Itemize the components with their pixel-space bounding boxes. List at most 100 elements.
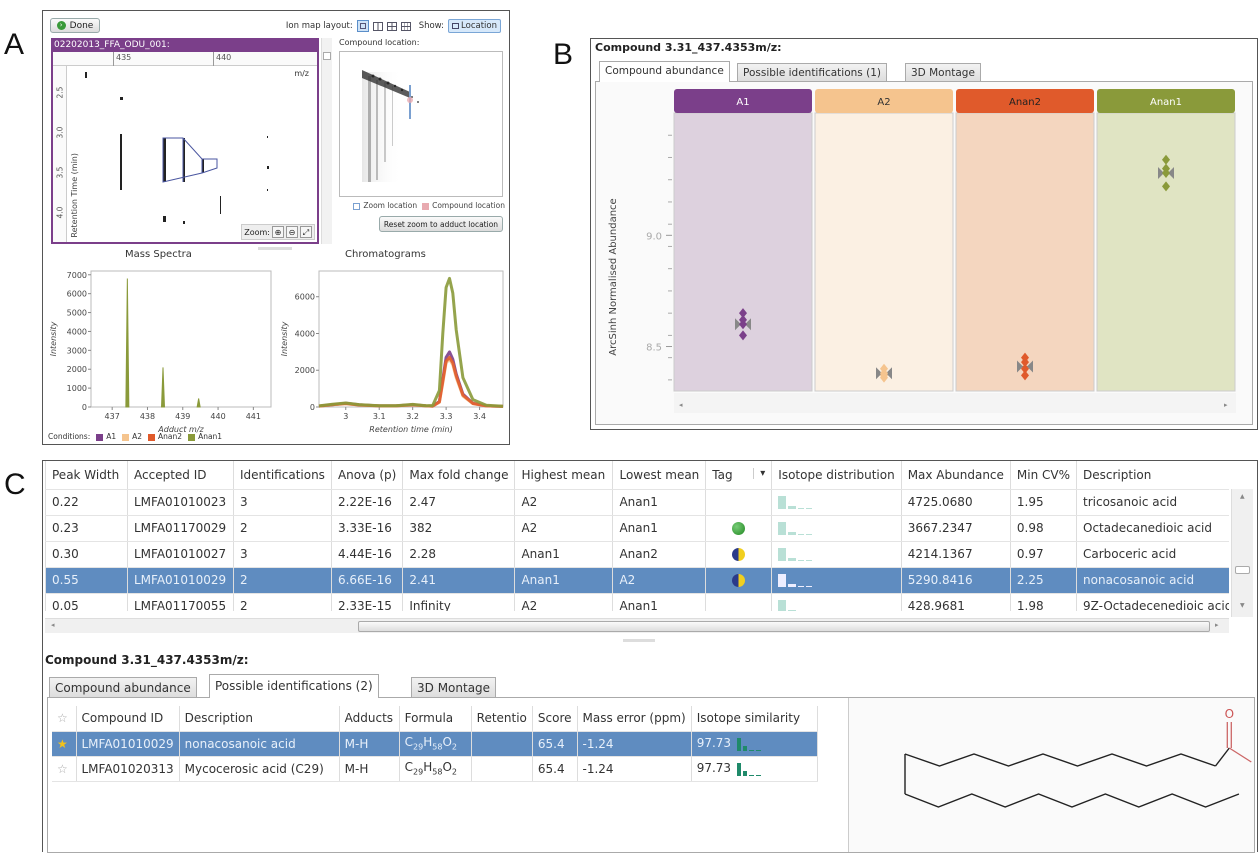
done-button[interactable]: › Done xyxy=(50,18,100,33)
layout-two-column-icon[interactable] xyxy=(372,21,383,31)
cell-retention xyxy=(471,731,533,757)
column-header[interactable]: Max fold change xyxy=(402,461,516,490)
formula-subscript: 58 xyxy=(432,742,443,752)
condition-header-label: Anan1 xyxy=(1150,97,1182,108)
condition-column xyxy=(1096,112,1236,392)
location-toggle-button[interactable]: Location xyxy=(448,19,501,33)
condition-header-label: A1 xyxy=(736,97,749,108)
cell-formula: C29H58O2 xyxy=(399,731,472,757)
table-vertical-scrollbar[interactable]: ▲ ▼ xyxy=(1231,489,1253,617)
id-column-header[interactable]: Isotope similarity xyxy=(691,706,818,732)
condition-anan1: Anan1 xyxy=(188,432,222,441)
cell-min-cv: 1.95 xyxy=(1010,489,1078,516)
row-header-spacer xyxy=(45,461,46,490)
zoom-out-icon[interactable]: ⊖ xyxy=(286,226,298,238)
sample-point xyxy=(1162,181,1170,192)
x-tick-label: 438 xyxy=(140,412,155,421)
tab-possible-identifications[interactable]: Possible identifications (1) xyxy=(737,63,887,82)
location-icon xyxy=(452,23,460,29)
x-tick-label: 3.4 xyxy=(473,412,486,421)
cell-identifications: 3 xyxy=(233,489,332,516)
y-tick-label: 6000 xyxy=(295,293,315,302)
ion-map-plot[interactable]: 435 440 2.5 3.0 3.5 4.0 Retention Time (… xyxy=(51,52,319,244)
compound-location-map[interactable] xyxy=(339,51,503,197)
cell-highest: Anan1 xyxy=(514,541,614,568)
column-header[interactable]: Identifications xyxy=(233,461,332,490)
layout-single-icon[interactable] xyxy=(356,20,369,32)
cell-score: 65.4 xyxy=(532,756,578,782)
splitter-handle[interactable] xyxy=(623,639,655,642)
column-header[interactable]: Lowest mean xyxy=(612,461,707,490)
panel-label-a: A xyxy=(4,28,25,61)
id-column-header[interactable]: Retentio xyxy=(471,706,533,732)
table-row[interactable]: 0.05 LMFA01170055 2 2.33E-15 Infinity A2 Anan1… xyxy=(45,593,1229,611)
cell-lowest: Anan1 xyxy=(612,515,707,542)
condition-header xyxy=(815,89,953,113)
compound-table: Peak Width Accepted ID Identifications Anov… xyxy=(45,461,1229,611)
column-header[interactable]: Anova (p) xyxy=(331,461,404,490)
zoom-fit-icon[interactable]: ⤢ xyxy=(300,226,312,238)
tab-compound-abundance[interactable]: Compound abundance xyxy=(49,677,197,698)
scroll-right-icon[interactable]: ▸ xyxy=(1215,621,1219,629)
star-cell[interactable]: ☆ xyxy=(52,756,77,782)
column-header[interactable]: Description xyxy=(1076,461,1229,490)
mean-marker xyxy=(1158,167,1174,180)
isotope-distribution-icon xyxy=(778,521,813,536)
id-column-header[interactable]: Compound ID xyxy=(76,706,180,732)
star-filled-icon[interactable]: ★ xyxy=(57,736,68,751)
layout-six-grid-icon[interactable] xyxy=(400,21,411,31)
identifications-header: ☆ Compound ID Description Adducts Formula Ret… xyxy=(52,706,818,732)
condition-name: Anan1 xyxy=(198,432,223,441)
isotope-distribution-icon xyxy=(778,599,812,611)
column-header[interactable]: Min CV% xyxy=(1010,461,1078,490)
identification-row[interactable]: ☆ LMFA01020313 Mycocerosic acid (C29) M-H C2… xyxy=(52,756,818,782)
column-header[interactable]: Tag ▾ xyxy=(705,461,773,490)
splitter-handle[interactable] xyxy=(258,247,292,250)
column-header[interactable]: Isotope distribution xyxy=(771,461,902,490)
table-row[interactable]: 0.22 LMFA01010023 3 2.22E-16 2.47 A2 Anan1 4725… xyxy=(45,489,1229,516)
ion-map-scrollbar[interactable] xyxy=(321,38,332,244)
id-column-header[interactable]: Formula xyxy=(399,706,472,732)
panel-label-c: C xyxy=(4,468,26,501)
formula-element: H xyxy=(423,760,433,775)
tag-filter-dropdown-icon[interactable]: ▾ xyxy=(753,467,765,479)
condition-anan2: Anan2 xyxy=(148,432,182,441)
scroll-left-icon[interactable]: ◂ xyxy=(51,621,55,629)
table-horizontal-scrollbar[interactable]: ◂ ▸ xyxy=(45,618,1229,633)
column-header[interactable]: Accepted ID xyxy=(127,461,234,490)
y-axis-label: ArcSinh Normalised Abundance xyxy=(608,198,619,355)
formula-subscript: 29 xyxy=(413,742,424,752)
star-outline-icon[interactable]: ☆ xyxy=(57,761,68,776)
cell-lowest: Anan1 xyxy=(612,489,707,516)
zoom-location-legend: Zoom location xyxy=(353,201,417,210)
tab-3d-montage[interactable]: 3D Montage xyxy=(905,63,981,82)
tab-compound-abundance[interactable]: Compound abundance xyxy=(599,61,730,82)
star-cell[interactable]: ★ xyxy=(52,731,77,757)
table-row[interactable]: 0.30 LMFA01010027 3 4.44E-16 2.28 Anan1 Anan2 4… xyxy=(45,541,1229,568)
scroll-down-icon[interactable]: ▼ xyxy=(1240,602,1245,609)
ion-map-y-tick: 2.5 xyxy=(55,86,65,98)
carbon-chain-upper xyxy=(904,753,1216,767)
identification-row[interactable]: ★ LMFA01010029 nonacosanoic acid M-H C29H58O… xyxy=(52,731,818,757)
ion-map-x-tick: 435 xyxy=(116,53,132,62)
table-row[interactable]: 0.23 LMFA01170029 2 3.33E-16 382 A2 Anan1 3667.… xyxy=(45,515,1229,542)
tab-3d-montage[interactable]: 3D Montage xyxy=(411,677,497,698)
reset-zoom-button[interactable]: Reset zoom to adduct location xyxy=(379,216,503,232)
y-tick-label: 4000 xyxy=(295,329,315,338)
table-row[interactable]: 0.55 LMFA01010029 2 6.66E-16 2.41 Anan1 A2 5290… xyxy=(45,567,1229,594)
scroll-up-icon[interactable]: ▲ xyxy=(1240,493,1245,500)
zoom-in-icon[interactable]: ⊕ xyxy=(272,226,284,238)
column-header-label: Tag xyxy=(712,467,733,482)
cell-fold: 2.41 xyxy=(402,567,516,594)
mass-spectra-title: Mass Spectra xyxy=(125,249,192,260)
id-column-header[interactable]: Adducts xyxy=(339,706,400,732)
tab-possible-identifications[interactable]: Possible identifications (2) xyxy=(209,674,379,698)
cell-anova: 3.33E-16 xyxy=(331,515,404,542)
id-column-header[interactable]: Score xyxy=(532,706,578,732)
id-column-header[interactable]: Description xyxy=(179,706,340,732)
column-header[interactable]: Highest mean xyxy=(514,461,614,490)
layout-four-grid-icon[interactable] xyxy=(386,21,397,31)
column-header[interactable]: Peak Width xyxy=(45,461,128,490)
id-column-header[interactable]: Mass error (ppm) xyxy=(577,706,692,732)
column-header[interactable]: Max Abundance xyxy=(901,461,1011,490)
